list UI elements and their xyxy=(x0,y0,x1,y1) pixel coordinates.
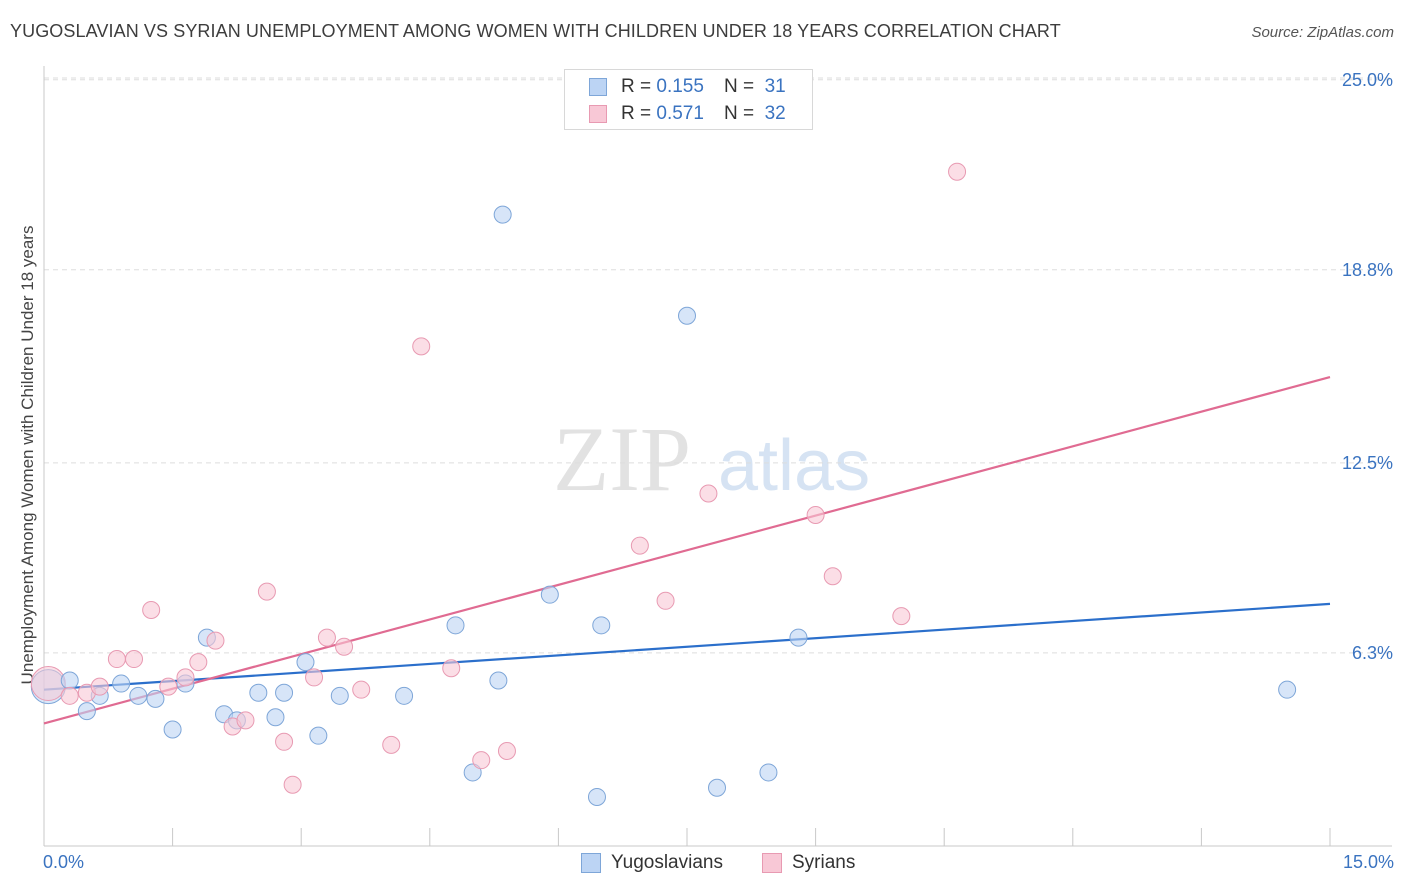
x-tick-label-min: 0.0% xyxy=(43,852,85,872)
data-point-syrians xyxy=(60,686,79,705)
data-point-yugoslavians xyxy=(540,585,559,604)
x-tick-label-max: 15.0% xyxy=(1342,852,1394,872)
watermark-zip: ZIP xyxy=(553,408,691,510)
series-legend-yugoslavians: Yugoslavians xyxy=(581,852,723,874)
data-point-yugoslavians xyxy=(146,689,165,708)
legend-n-label: N = xyxy=(723,76,755,97)
data-point-yugoslavians xyxy=(395,686,414,705)
legend-n-value: 32 xyxy=(764,103,786,124)
data-point-yugoslavians xyxy=(112,674,131,693)
data-point-syrians xyxy=(892,607,911,626)
data-point-yugoslavians xyxy=(129,686,148,705)
watermark: ZIP atlas xyxy=(553,408,870,510)
data-point-yugoslavians xyxy=(592,616,611,635)
data-point-yugoslavians xyxy=(163,720,182,739)
data-point-syrians xyxy=(176,668,195,687)
data-point-syrians xyxy=(257,582,276,601)
data-point-syrians xyxy=(189,653,208,672)
data-point-syrians xyxy=(30,666,66,702)
data-point-yugoslavians xyxy=(587,787,606,806)
data-point-syrians xyxy=(948,162,967,181)
data-point-syrians xyxy=(107,650,126,669)
data-point-yugoslavians xyxy=(330,686,349,705)
legend-n-value: 31 xyxy=(764,76,786,97)
data-point-syrians xyxy=(317,628,336,647)
y-tick-label: 25.0% xyxy=(1342,70,1393,90)
watermark-atlas: atlas xyxy=(718,426,870,506)
pink-swatch-icon xyxy=(762,853,782,873)
data-point-syrians xyxy=(159,677,178,696)
data-point-yugoslavians xyxy=(789,628,808,647)
data-point-syrians xyxy=(305,668,324,687)
data-point-yugoslavians xyxy=(266,708,285,727)
legend-row-syrians: R = 0.571 N = 32 xyxy=(589,102,786,126)
data-point-yugoslavians xyxy=(759,763,778,782)
data-point-syrians xyxy=(275,732,294,751)
data-point-syrians xyxy=(335,637,354,656)
data-point-syrians xyxy=(630,536,649,555)
series-legend-label: Syrians xyxy=(792,852,856,873)
data-point-syrians xyxy=(412,337,431,356)
data-point-yugoslavians xyxy=(678,306,696,325)
data-point-syrians xyxy=(352,680,371,699)
pink-swatch-icon xyxy=(589,105,607,123)
data-point-yugoslavians xyxy=(309,726,328,745)
data-point-yugoslavians xyxy=(60,671,79,690)
source-label: Source: ZipAtlas.com xyxy=(1251,24,1394,41)
data-point-syrians xyxy=(142,600,161,619)
data-point-yugoslavians xyxy=(77,702,96,721)
series-legend-label: Yugoslavians xyxy=(611,852,723,873)
legend-r-value: 0.155 xyxy=(656,76,704,97)
data-point-yugoslavians xyxy=(446,616,465,635)
data-point-syrians xyxy=(283,775,302,794)
correlation-legend: R = 0.155 N = 31 R = 0.571 N = 32 xyxy=(564,69,813,130)
blue-swatch-icon xyxy=(581,853,601,873)
data-point-syrians xyxy=(497,741,516,760)
data-point-yugoslavians xyxy=(296,653,315,672)
data-point-yugoslavians xyxy=(275,683,294,702)
data-point-syrians xyxy=(236,711,255,730)
data-point-syrians xyxy=(206,631,225,650)
data-point-yugoslavians xyxy=(489,671,508,690)
trendline-yugoslavians xyxy=(43,602,1331,691)
legend-n-label: N = xyxy=(723,103,755,124)
data-point-syrians xyxy=(90,677,109,696)
data-point-syrians xyxy=(382,735,401,754)
legend-r-value: 0.571 xyxy=(656,103,704,124)
y-tick-label: 12.5% xyxy=(1342,453,1393,473)
data-point-yugoslavians xyxy=(249,683,268,702)
series-legend-syrians: Syrians xyxy=(762,852,855,874)
data-point-yugoslavians xyxy=(493,205,512,224)
data-point-yugoslavians xyxy=(1278,680,1297,699)
data-point-syrians xyxy=(472,751,491,770)
data-point-syrians xyxy=(806,505,825,524)
data-point-yugoslavians xyxy=(708,778,727,797)
data-point-yugoslavians xyxy=(463,763,482,782)
series-legend: Yugoslavians Syrians xyxy=(0,852,1406,876)
legend-row-yugoslavians: R = 0.155 N = 31 xyxy=(589,75,786,99)
data-point-syrians xyxy=(699,484,718,503)
data-point-syrians xyxy=(656,591,675,610)
trendline-syrians xyxy=(43,375,1331,725)
blue-swatch-icon xyxy=(589,78,607,96)
data-point-syrians xyxy=(823,567,842,586)
y-tick-label: 6.3% xyxy=(1352,643,1393,663)
chart-title: YUGOSLAVIAN VS SYRIAN UNEMPLOYMENT AMONG… xyxy=(10,21,1061,41)
y-tick-label: 18.8% xyxy=(1342,260,1393,280)
legend-r-label: R = xyxy=(621,76,652,97)
data-point-syrians xyxy=(125,650,144,669)
data-point-syrians xyxy=(442,659,461,678)
legend-r-label: R = xyxy=(621,103,652,124)
